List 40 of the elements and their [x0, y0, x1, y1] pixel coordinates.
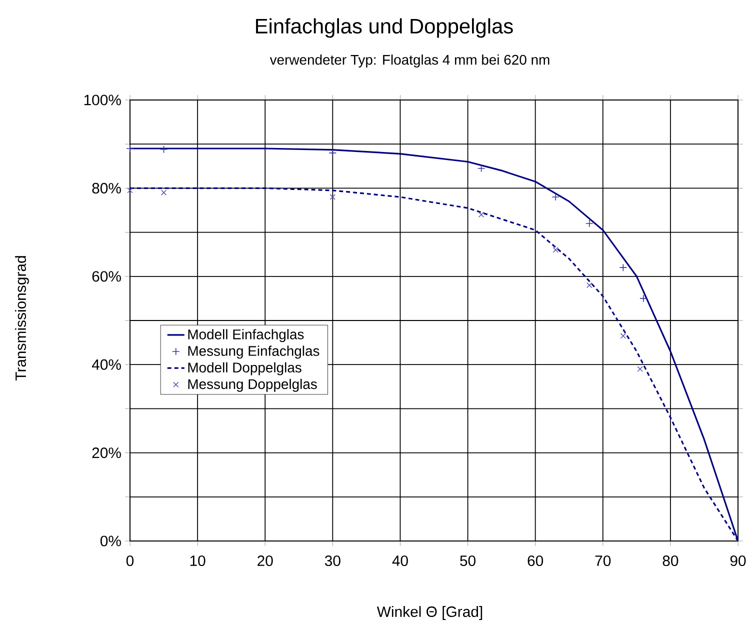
chart-subtitle: verwendeter Typ: Floatglas 4 mm bei 620 nm [270, 54, 550, 68]
point [585, 220, 594, 228]
point [637, 366, 643, 372]
y-tick-label: 0% [100, 536, 121, 546]
x-tick-label: 10 [190, 555, 206, 566]
point [552, 193, 560, 201]
point [160, 190, 167, 196]
point [126, 144, 134, 152]
x-tick-label: 50 [460, 555, 476, 566]
point [330, 194, 336, 200]
legend-label: Modell Doppelglas [188, 362, 302, 376]
x-tick-label: 80 [662, 555, 678, 566]
point [127, 188, 133, 194]
x-tick-label: 40 [392, 555, 408, 566]
x-tick-label: 30 [324, 555, 340, 566]
x-tick-label: 70 [595, 555, 611, 566]
y-axis-title: Transmissionsgrad [15, 256, 29, 381]
legend-label: Messung Doppelglas [188, 378, 317, 392]
x-tick-label: 20 [258, 555, 273, 566]
chart-title: Einfachglas und Doppelglas [256, 18, 513, 38]
legend-label: Modell Einfachglas [188, 329, 304, 342]
point [640, 294, 648, 302]
y-tick-label: 40% [92, 359, 121, 370]
x-tick-label: 90 [730, 555, 746, 566]
point [477, 164, 486, 172]
legend-label: Messung Einfachglas [188, 346, 320, 359]
point [619, 264, 628, 272]
x-axis-title: Winkel Θ [Grad] [376, 606, 482, 620]
y-tick-label: 60% [92, 271, 121, 282]
x-tick-label: 0 [126, 555, 134, 566]
point [328, 149, 337, 157]
point [478, 212, 484, 218]
x-tick-label: 60 [528, 555, 544, 566]
point [160, 146, 168, 154]
point [552, 247, 558, 253]
point [620, 333, 626, 339]
y-tick-label: 20% [92, 448, 121, 458]
y-tick-label: 100% [84, 94, 121, 106]
point [586, 282, 592, 288]
y-tick-label: 80% [92, 182, 121, 194]
